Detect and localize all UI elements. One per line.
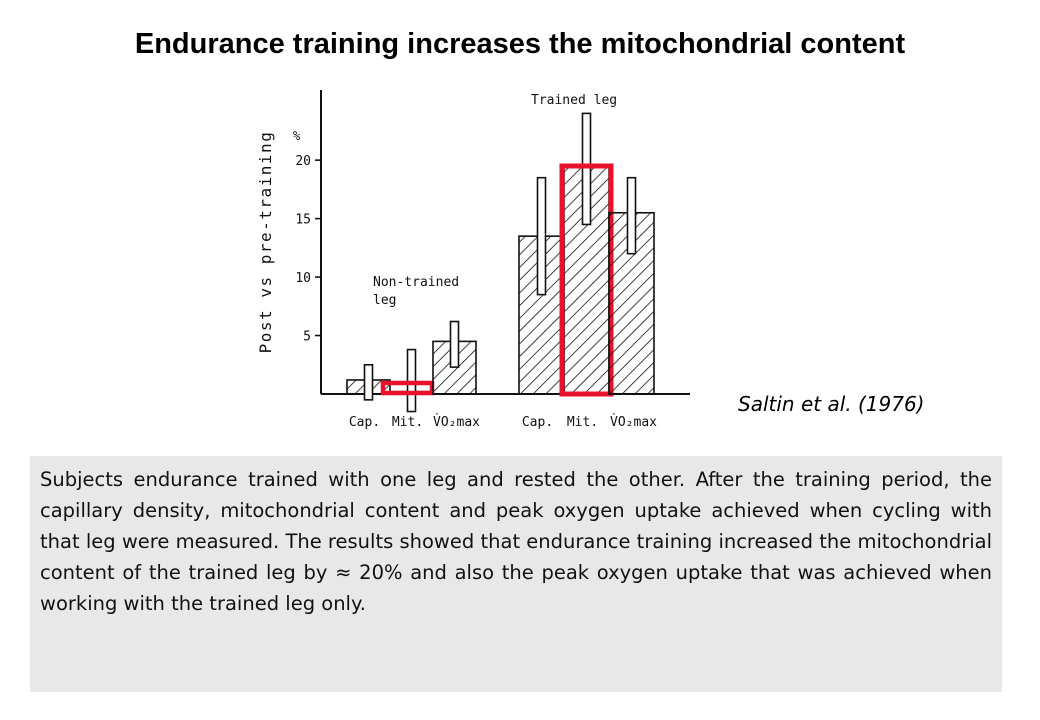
caption-text: Subjects endurance trained with one leg … — [40, 468, 992, 615]
series-label-non-trained: Non-trained leg — [373, 275, 459, 308]
error-bar — [626, 176, 637, 255]
highlight-box — [380, 380, 435, 396]
y-axis-label: Post vs pre-training — [256, 131, 275, 354]
citation: Saltin et al. (1976) — [738, 392, 925, 416]
y-tick-label: 15 — [295, 213, 311, 228]
y-tick-label: 5 — [303, 330, 311, 345]
x-tick-label: V̇O₂max — [610, 414, 657, 430]
error-bar — [363, 363, 374, 401]
caption-box: Subjects endurance trained with one leg … — [30, 456, 1002, 692]
chart-labels: 5 10 15 20% Post vs pre-training Cap. Mit. V̇O₂… — [256, 93, 657, 430]
x-tick-label: V̇O₂max — [433, 414, 480, 430]
error-bar — [449, 320, 460, 368]
slide-title: Endurance training increases the mitocho… — [134, 28, 906, 60]
chart-marks — [346, 112, 655, 413]
x-tick-label: Cap. — [349, 415, 380, 430]
error-bar — [406, 348, 417, 413]
y-unit-label: % — [293, 129, 301, 143]
y-tick-label: 20 — [295, 154, 311, 169]
error-bar — [536, 176, 547, 296]
error-bar — [581, 112, 592, 226]
bar-chart: 5 10 15 20% Post vs pre-training Cap. Mit. V̇O₂… — [256, 90, 690, 430]
x-tick-label: Mit. — [392, 415, 423, 430]
y-tick-label: 10 — [295, 271, 311, 286]
x-tick-label: Mit. — [567, 415, 598, 430]
x-tick-label: Cap. — [522, 415, 553, 430]
series-label-trained: Trained leg — [531, 93, 617, 108]
